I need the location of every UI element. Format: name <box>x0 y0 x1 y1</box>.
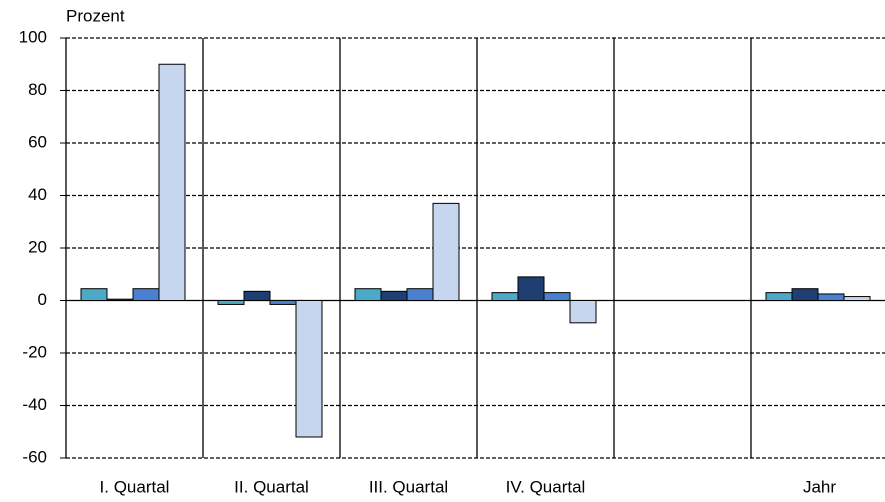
bar <box>432 202 460 301</box>
y-tick-label: 80 <box>28 80 47 99</box>
bar <box>80 288 108 301</box>
y-tick-label: -40 <box>22 395 47 414</box>
x-tick-label: II. Quartal <box>234 477 309 496</box>
y-tick-label: -20 <box>22 342 47 361</box>
bar <box>269 300 297 305</box>
bar <box>106 298 134 301</box>
y-axis-label: Prozent <box>66 6 125 25</box>
bar <box>569 300 597 324</box>
x-tick-label: I. Quartal <box>100 477 170 496</box>
y-tick-label: 0 <box>38 290 47 309</box>
bar <box>158 63 186 301</box>
y-tick-label: 60 <box>28 132 47 151</box>
bar <box>791 288 819 301</box>
bar <box>491 292 519 301</box>
y-tick-label: -60 <box>22 447 47 466</box>
y-tick-label: 100 <box>19 27 47 46</box>
bar <box>217 300 245 305</box>
bar <box>543 292 571 301</box>
x-tick-label: III. Quartal <box>369 477 448 496</box>
bar <box>817 293 845 301</box>
bar <box>517 276 545 301</box>
x-tick-label: IV. Quartal <box>506 477 586 496</box>
bar <box>354 288 382 301</box>
bar <box>243 290 271 301</box>
bar <box>406 288 434 301</box>
bar <box>380 290 408 301</box>
x-tick-label: Jahr <box>803 477 836 496</box>
bar <box>295 300 323 438</box>
bar <box>765 292 793 301</box>
bar <box>132 288 160 301</box>
y-tick-label: 20 <box>28 237 47 256</box>
y-tick-label: 40 <box>28 185 47 204</box>
bar <box>843 296 871 301</box>
